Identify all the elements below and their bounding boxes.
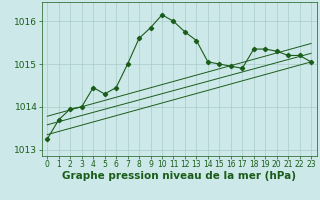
X-axis label: Graphe pression niveau de la mer (hPa): Graphe pression niveau de la mer (hPa) <box>62 171 296 181</box>
